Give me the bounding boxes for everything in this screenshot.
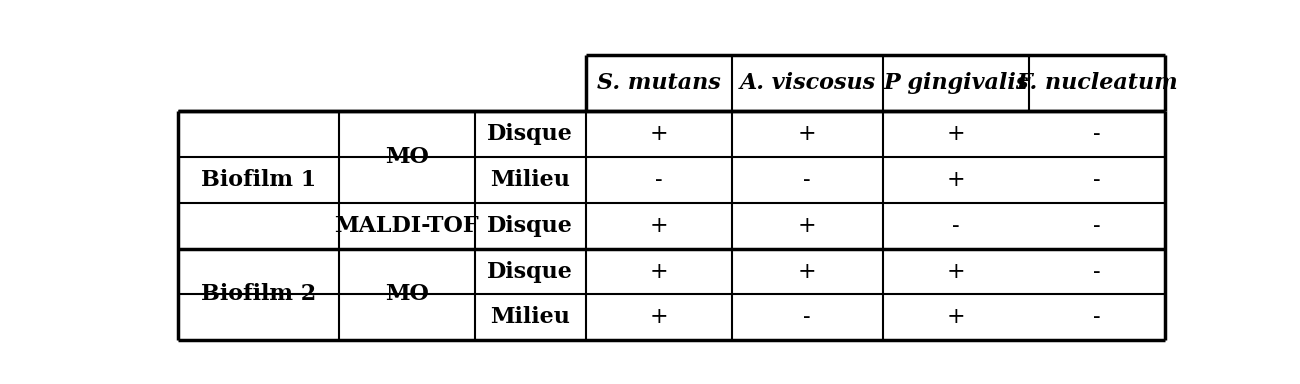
Text: Disque: Disque [488, 260, 573, 283]
Text: +: + [650, 123, 668, 145]
Text: -: - [1093, 123, 1101, 145]
Text: Biofilm 1: Biofilm 1 [200, 169, 316, 191]
Text: Disque: Disque [488, 123, 573, 145]
Text: +: + [946, 123, 965, 145]
Text: +: + [650, 215, 668, 237]
Text: Milieu: Milieu [490, 306, 571, 328]
Text: +: + [946, 306, 965, 328]
Text: Biofilm 2: Biofilm 2 [200, 283, 316, 305]
Text: +: + [798, 260, 816, 283]
Text: +: + [650, 306, 668, 328]
Text: A. viscosus: A. viscosus [740, 72, 875, 94]
Text: +: + [798, 215, 816, 237]
Text: -: - [1093, 260, 1101, 283]
Text: Milieu: Milieu [490, 169, 571, 191]
Text: P gingivalis: P gingivalis [883, 72, 1028, 94]
Text: -: - [1093, 169, 1101, 191]
Text: +: + [798, 123, 816, 145]
Text: Disque: Disque [488, 215, 573, 237]
Text: -: - [1093, 215, 1101, 237]
Text: +: + [946, 260, 965, 283]
Text: -: - [655, 169, 663, 191]
Text: MO: MO [385, 146, 429, 168]
Text: MALDI-TOF: MALDI-TOF [334, 215, 480, 237]
Text: +: + [650, 260, 668, 283]
Text: S. mutans: S. mutans [597, 72, 720, 94]
Text: F. nucleatum: F. nucleatum [1017, 72, 1178, 94]
Text: -: - [803, 306, 811, 328]
Text: MO: MO [385, 283, 429, 305]
Text: -: - [1093, 306, 1101, 328]
Text: -: - [803, 169, 811, 191]
Text: -: - [952, 215, 959, 237]
Text: +: + [946, 169, 965, 191]
